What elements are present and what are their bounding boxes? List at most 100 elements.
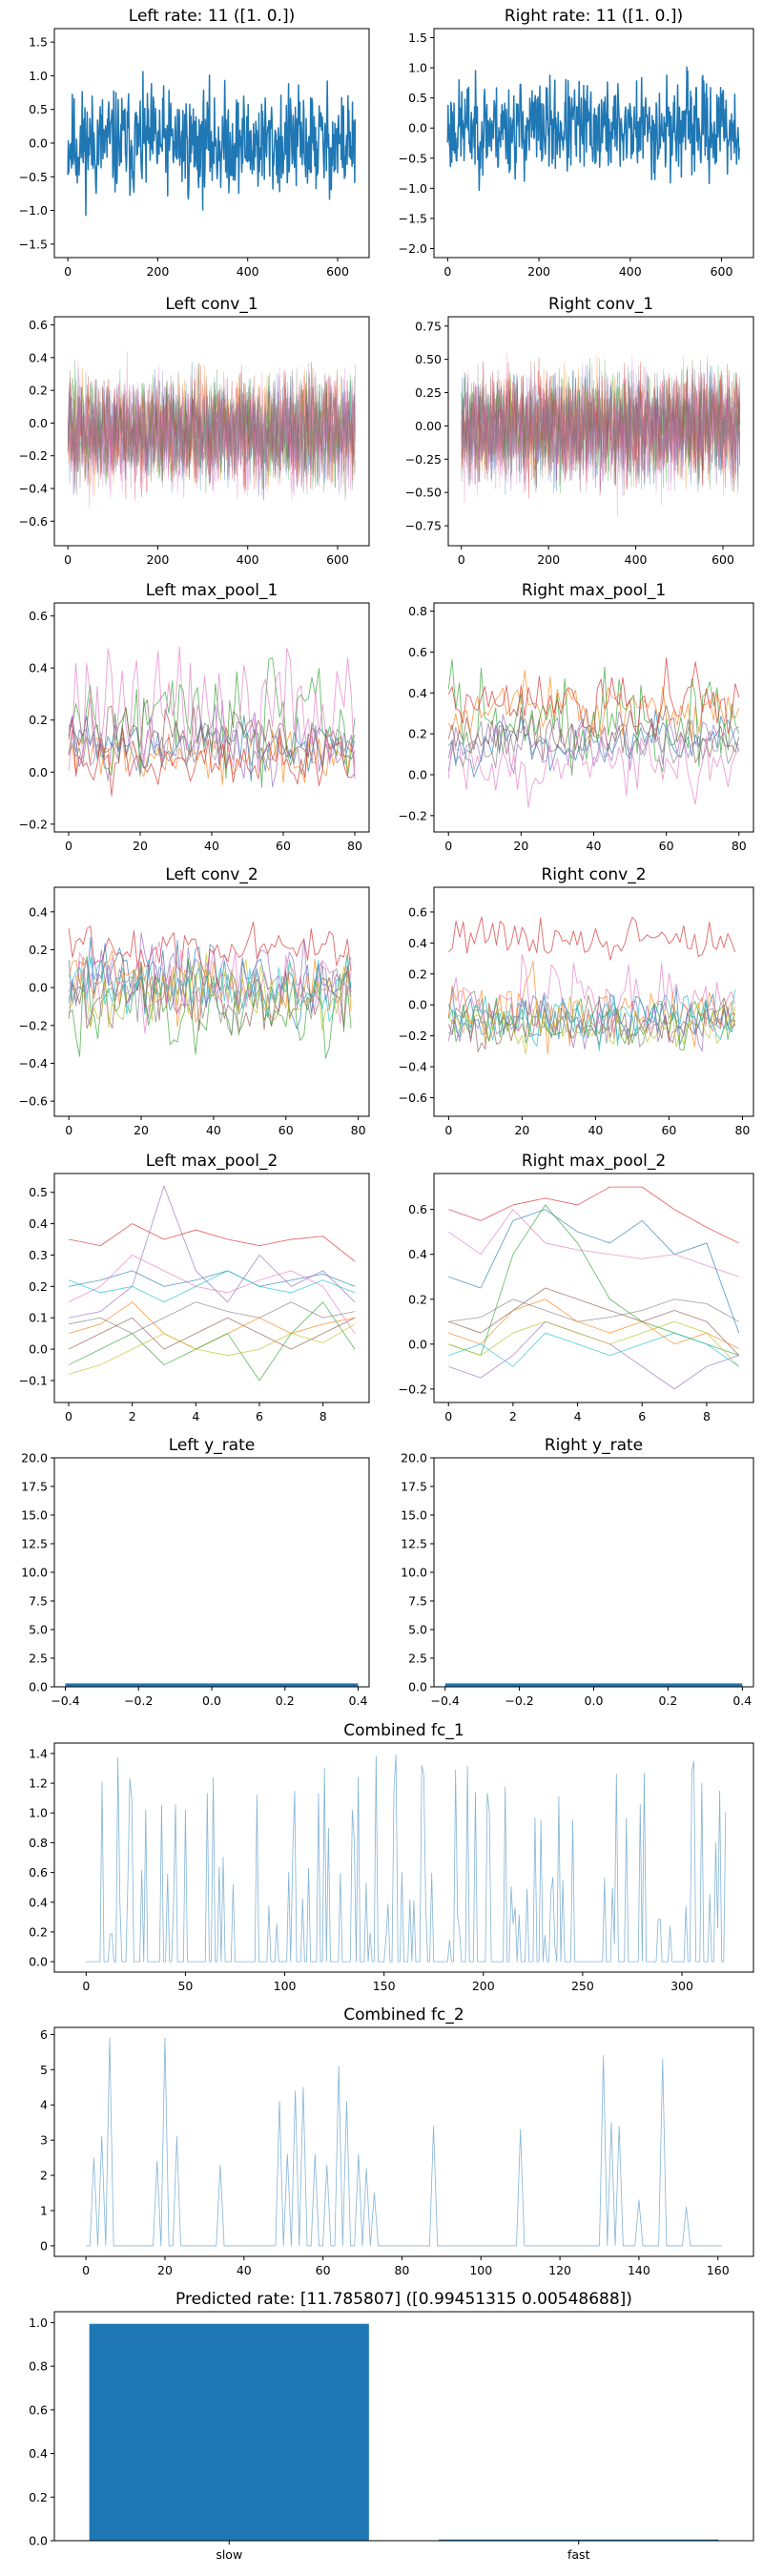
- y-tick-label: 0.3: [29, 1248, 48, 1262]
- series-line-ch4: [447, 711, 739, 775]
- x-tick-label: 8: [703, 1409, 711, 1423]
- x-tick-label: 2: [509, 1409, 517, 1423]
- y-tick-label: 0.6: [29, 609, 48, 623]
- chart-title: Left conv_1: [165, 295, 258, 314]
- x-tick-label: −0.2: [505, 1693, 533, 1708]
- series-line-ch3: [448, 916, 736, 961]
- y-tick-label: −0.2: [19, 448, 48, 463]
- y-tick-label: 0.4: [408, 936, 427, 950]
- chart-left_y_rate: Left y_rate −0.4 −0.2 0.0 0.2 0.4 0.0 2.5 5.0 7.5…: [21, 1436, 370, 1708]
- axes-frame: [447, 316, 754, 547]
- x-tick-label: 60: [659, 839, 674, 853]
- y-tick-label: −0.2: [19, 1018, 48, 1032]
- chart-title: Combined fc_2: [343, 2005, 464, 2025]
- y-tick-label: −0.6: [399, 1091, 427, 1105]
- series-line-ch6: [447, 726, 740, 808]
- y-tick-label: −0.6: [19, 1094, 48, 1109]
- x-tick-label: 80: [732, 839, 747, 853]
- series-line-ch5: [447, 704, 740, 763]
- x-tick-label: 150: [373, 1979, 396, 1993]
- series-line-signal: [67, 71, 357, 217]
- series-line-ch9: [448, 1332, 739, 1367]
- x-tick-label: 80: [394, 2263, 409, 2277]
- x-tick-label: 0: [443, 264, 451, 279]
- x-tick-label: 2: [129, 1409, 136, 1423]
- series-line-ch4: [447, 994, 736, 1052]
- x-tick-label: 200: [146, 552, 169, 567]
- chart-title: Left max_pool_2: [146, 1152, 278, 1171]
- series-line-ch9: [68, 954, 352, 1023]
- x-tick-label: 0.2: [658, 1693, 677, 1708]
- y-tick-label: −0.4: [19, 1056, 48, 1070]
- y-tick-label: −0.6: [19, 514, 48, 529]
- x-tick-label: 20: [514, 1123, 529, 1137]
- chart-title: Right conv_2: [541, 865, 646, 884]
- y-tick-label: 0.0: [29, 136, 48, 151]
- plot-area: [444, 1683, 743, 1687]
- chart-right_maxpool2: Right max_pool_2 0 2 4 6 8 −0.2 0.0 0.2 0.4 0.6: [399, 1152, 754, 1423]
- axes-frame: [53, 2026, 754, 2257]
- y-tick-label: 0.0: [408, 768, 427, 782]
- y-tick-label: −1.5: [19, 237, 48, 251]
- series-line-ch8: [447, 995, 736, 1055]
- chart-right_conv1: Right conv_1 0 200 400 600 −0.75 −0.50 −0.25 0.0…: [405, 295, 754, 567]
- series-line-ch1: [447, 669, 740, 747]
- x-tick-label: 4: [192, 1409, 199, 1423]
- y-tick-label: 7.5: [29, 1594, 48, 1609]
- x-tick-label: 0: [64, 264, 72, 279]
- x-tick-label: 600: [326, 264, 349, 279]
- y-tick-label: −0.75: [405, 519, 442, 533]
- x-tick-label: 400: [237, 552, 259, 567]
- y-tick-label: 6: [40, 2027, 48, 2042]
- chart-title: Predicted rate: [11.785807] ([0.99451315…: [175, 2290, 632, 2309]
- series-line-ch7: [448, 990, 736, 1048]
- plot-area: [89, 2323, 719, 2541]
- plot-area: [68, 921, 352, 1059]
- y-tick-label: 0.2: [29, 943, 48, 957]
- y-tick-label: 0.0: [29, 1955, 48, 1969]
- x-tick-label: 6: [256, 1409, 263, 1423]
- y-tick-label: 0.4: [29, 1895, 48, 1909]
- y-tick-label: 0.4: [29, 350, 48, 364]
- axes-frame: [433, 28, 754, 259]
- series-line-ch5: [67, 363, 356, 501]
- series-line-ch7: [68, 1301, 356, 1335]
- bar-0: [444, 1683, 743, 1687]
- plot-area: [68, 1185, 356, 1381]
- y-tick-label: −0.2: [399, 808, 427, 822]
- y-tick-label: 3: [40, 2133, 48, 2148]
- y-tick-label: 0.8: [408, 604, 427, 618]
- chart-left_conv1: Left conv_1 0 200 400 600 −0.6 −0.4 −0.2 0.0 0.2 0…: [19, 295, 370, 567]
- x-tick-label: 0: [65, 1123, 72, 1137]
- axes-frame: [433, 886, 754, 1117]
- y-tick-label: 1.0: [408, 61, 427, 75]
- y-tick-label: 15.0: [21, 1508, 48, 1523]
- plot-area: [447, 657, 740, 808]
- y-tick-label: 0.2: [408, 1292, 427, 1306]
- x-tick-label: 250: [571, 1979, 594, 1993]
- chart-title: Right max_pool_1: [522, 581, 666, 600]
- series-line-ch9: [68, 1270, 356, 1303]
- y-tick-label: 1.0: [29, 1806, 48, 1820]
- x-tick-label: 80: [734, 1123, 750, 1137]
- y-tick-label: 0.0: [29, 416, 48, 430]
- y-tick-label: 0.6: [29, 1865, 48, 1880]
- y-tick-label: −1.0: [19, 203, 48, 218]
- y-tick-label: 0.2: [29, 2490, 48, 2504]
- x-tick-label: 0: [65, 839, 72, 853]
- series-line-ch0: [448, 1209, 740, 1334]
- y-tick-label: 0.0: [408, 1680, 427, 1694]
- series-line-ch7: [447, 717, 740, 769]
- x-tick-label: 100: [274, 1979, 297, 1993]
- y-tick-label: 17.5: [401, 1480, 427, 1494]
- x-tick-label: 20: [134, 1123, 149, 1137]
- x-tick-label: −0.4: [51, 1693, 79, 1708]
- y-tick-label: −0.50: [405, 486, 442, 500]
- y-tick-label: 1.0: [29, 69, 48, 83]
- y-tick-label: 0.0: [29, 1680, 48, 1694]
- y-tick-label: 2.5: [408, 1652, 427, 1666]
- y-tick-label: 0.5: [29, 1185, 48, 1199]
- series-line-ch2: [68, 1301, 356, 1381]
- x-tick-label: 0: [458, 552, 465, 567]
